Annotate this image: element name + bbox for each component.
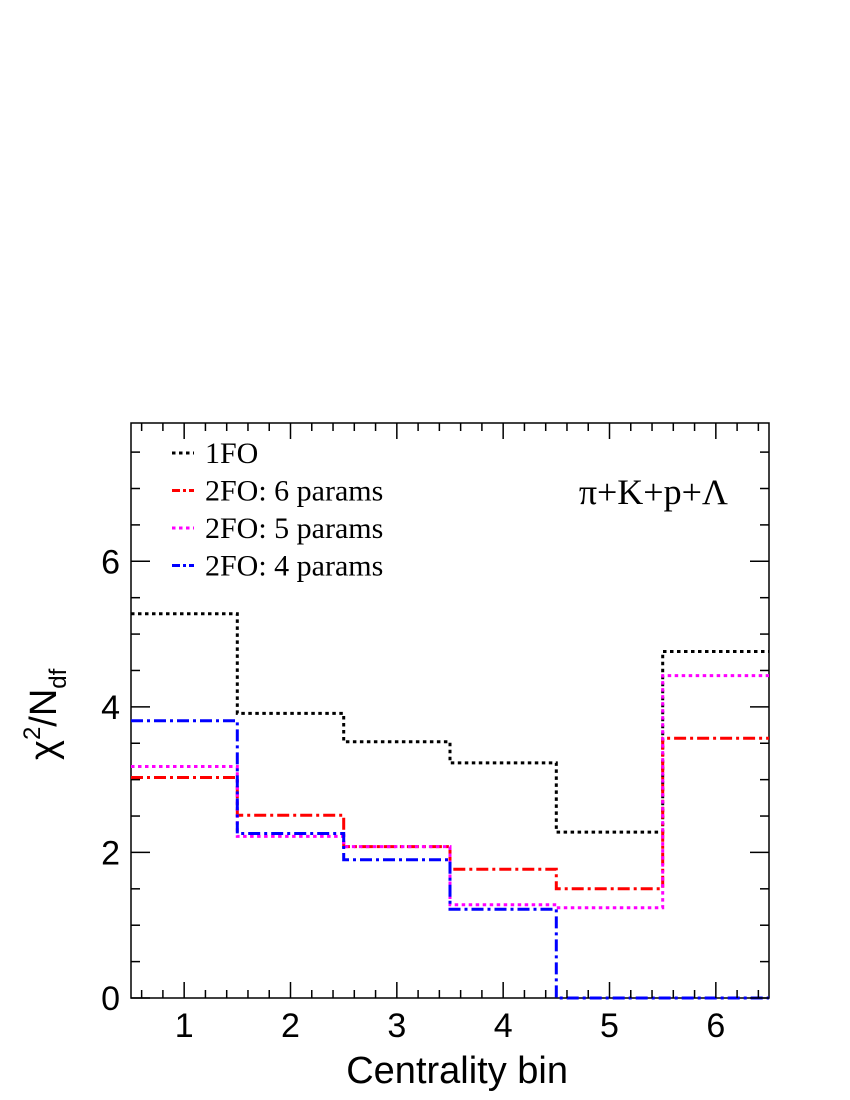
x-tick-label: 3 bbox=[387, 1007, 406, 1045]
series-line-4 bbox=[131, 719, 769, 1000]
x-tick-label: 4 bbox=[494, 1007, 513, 1045]
y-axis-title-base: χ bbox=[23, 740, 65, 760]
plot-frame bbox=[130, 422, 770, 999]
x-tick-label: 1 bbox=[175, 1007, 194, 1045]
y-tick-labels: 0 2 4 6 bbox=[101, 543, 120, 1018]
x-tick-label: 5 bbox=[600, 1007, 619, 1045]
y-axis-title-mid: /N bbox=[23, 689, 65, 727]
x-tick-labels: 1 2 3 4 5 6 bbox=[175, 1007, 726, 1045]
legend-label-1: 1FO bbox=[205, 437, 258, 470]
y-tick-label: 0 bbox=[101, 980, 120, 1018]
series-layer bbox=[131, 612, 769, 1000]
x-tick-label: 6 bbox=[706, 1007, 725, 1045]
y-axis-title: χ2/Ndf bbox=[19, 668, 72, 760]
y-axis-title-sup: 2 bbox=[19, 727, 46, 740]
annotation-text: π+K+p+Λ bbox=[579, 472, 728, 512]
y-axis-title-sub: df bbox=[45, 668, 72, 688]
series-line-1 bbox=[131, 612, 769, 834]
x-axis-title: Centrality bin bbox=[346, 1050, 568, 1092]
ticks-layer bbox=[131, 423, 769, 999]
y-tick-label: 6 bbox=[101, 543, 120, 581]
legend-label-2: 2FO: 6 params bbox=[205, 475, 383, 508]
x-tick-label: 2 bbox=[281, 1007, 300, 1045]
legend-label-3: 2FO: 5 params bbox=[205, 512, 383, 545]
legend-label-4: 2FO: 4 params bbox=[205, 550, 383, 583]
series-line-3 bbox=[131, 674, 769, 910]
legend: 1FO 2FO: 6 params 2FO: 5 params 2FO: 4 para… bbox=[172, 437, 383, 583]
y-tick-label: 2 bbox=[101, 834, 120, 872]
y-tick-label: 4 bbox=[101, 689, 120, 727]
